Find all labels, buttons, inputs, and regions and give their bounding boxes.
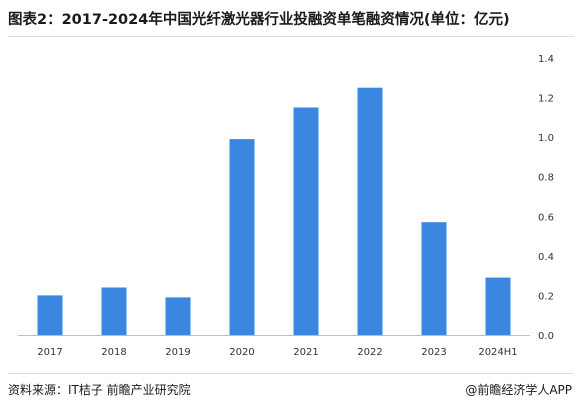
bars-group: [37, 87, 511, 335]
x-tick-label: 2018: [101, 347, 126, 358]
chart-title: 图表2：2017-2024年中国光纤激光器行业投融资单笔融资情况(单位：亿元): [8, 12, 510, 28]
y-tick-label: 0.4: [538, 252, 554, 263]
bar-2018: [101, 287, 127, 335]
y-tick-label: 1.2: [538, 94, 554, 105]
bar-2023: [421, 222, 447, 335]
bar-2020: [229, 139, 255, 335]
x-tick-label: 2021: [293, 347, 318, 358]
bar-2024H1: [485, 277, 511, 335]
y-tick-labels: 0.0 0.2 0.4 0.6 0.8 1.0 1.2 1.4: [538, 54, 554, 342]
y-tick-label: 0.2: [538, 291, 554, 302]
x-tick-labels: 2017 2018 2019 2020 2021 2022 2023 2024H1: [37, 347, 517, 358]
source-note: 资料来源：IT桔子 前瞻产业研究院: [8, 383, 191, 397]
bar-2021: [293, 107, 319, 335]
bar-2022: [357, 87, 383, 335]
y-tick-label: 0.8: [538, 173, 554, 184]
x-tick-label: 2022: [357, 347, 382, 358]
brand-credit: @前瞻经济学人APP: [465, 383, 572, 397]
x-tick-label: 2023: [421, 347, 446, 358]
x-tick-label: 2024H1: [478, 347, 517, 358]
x-tick-label: 2019: [165, 347, 190, 358]
x-tick-label: 2017: [37, 347, 62, 358]
y-tick-label: 1.4: [538, 54, 554, 65]
y-tick-label: 1.0: [538, 133, 554, 144]
title-divider: [8, 36, 574, 37]
y-tick-label: 0.0: [538, 331, 554, 342]
x-tick-label: 2020: [229, 347, 254, 358]
bar-2019: [165, 297, 191, 335]
footer-divider: [8, 373, 574, 374]
bar-2017: [37, 295, 63, 335]
y-tick-label: 0.6: [538, 212, 554, 223]
